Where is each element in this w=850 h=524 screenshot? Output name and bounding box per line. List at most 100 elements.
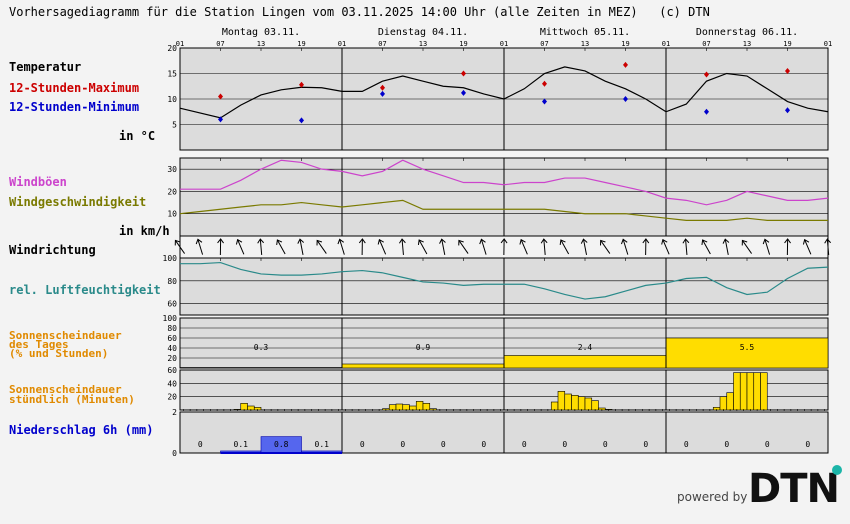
wind-arrow-shaft [520,239,528,255]
precip-tick-label: 0 [172,449,177,458]
sun-hourly-bar [564,393,572,411]
wind-arrow-shaft [685,238,688,256]
sun-daily-value: 2.4 [578,343,593,352]
wind-arrow [358,238,366,256]
hour-tick-label: 19 [297,40,305,48]
dtn-logo-dot [832,465,842,475]
wind-arrow-head [297,238,305,244]
wind-arrow-head [458,239,464,246]
wind-tick-label: 20 [167,187,177,196]
wind-arrow [559,239,570,255]
wind-arrow-shaft [724,239,729,255]
temp-unit-label: in °C [119,129,156,143]
min-label: 12-Stunden-Minimum [9,100,140,114]
temperature-tick-label: 20 [167,44,177,53]
wind-arrow [701,239,711,255]
wind-arrow-shaft [582,239,588,255]
sun-hourly-bar [571,395,579,411]
precip-tick-label: 2 [172,408,177,417]
temperature-label: Temperatur [9,60,82,74]
wind-arrow-head [519,238,526,245]
sun-hourly-bar [760,372,768,411]
day-label: Montag 03.11. [222,27,300,38]
wind-unit-label: in km/h [119,224,170,238]
precip-value: 0.1 [315,440,330,449]
wind-arrow [824,238,832,256]
sun-hourly-tick-label: 20 [167,393,177,402]
wind-arrow [784,238,791,256]
sun-hourly-label-1: Sonnenscheindauer [9,383,122,396]
sun-hourly-bar [584,397,593,411]
wind-arrow-head [741,239,748,246]
wind-arrow-shaft [378,239,387,255]
sun-daily-label-1: Sonnenscheindauer [9,329,122,342]
hour-tick-label: 13 [257,40,265,48]
sun-hourly-bar [726,392,734,411]
wind-arrow-shaft [560,239,570,255]
wind-arrow-head [358,238,366,244]
sun-hourly-bar [577,396,586,411]
wind-arrow-head [479,238,486,245]
sun-daily-tick-label: 40 [167,344,177,353]
precip-value: 0 [643,440,648,449]
wind-tick-label: 30 [167,165,177,174]
powered-by-text: powered by [677,490,748,504]
wind-arrow [297,238,305,255]
temperature-tick-label: 10 [167,95,177,104]
sun-daily-label-2: des Tages [9,338,69,351]
wind-arrow-head [701,239,708,246]
wind-arrow-shaft [543,238,546,256]
wind-arrow-head [762,238,770,245]
wind-tick-label: 10 [167,210,177,219]
precip-value: 0 [198,440,203,449]
wind-arrow [235,238,245,255]
sun-daily-tick-label: 100 [163,314,178,323]
wind-arrow-shaft [401,238,404,256]
humidity-tick-label: 60 [167,300,177,309]
sun-hourly-bar [733,372,741,411]
min-marker [461,89,466,96]
sun-hourly-bar [739,372,748,411]
wind-arrow-shaft [339,239,345,255]
precip-value: 0 [522,440,527,449]
precip-value: 0 [360,440,365,449]
humidity-tick-label: 100 [163,254,178,263]
max-marker [380,84,385,91]
wind-arrow-head [417,239,424,246]
wind-arrow-head [722,238,730,244]
wind-arrow [599,239,611,254]
wind-arrow-head [337,238,344,245]
wind-arrow [722,238,730,255]
wind-arrow-head [661,238,668,245]
hour-tick-label: 01 [338,40,346,48]
sun-daily-tick-label: 80 [167,324,177,333]
min-marker [299,117,304,124]
wind-arrow-head [580,238,588,244]
precip-value: 0 [724,440,729,449]
max-marker [785,67,790,74]
wind-arrow-head [682,238,690,244]
wind-arrow-head [377,238,384,245]
hour-tick-label: 07 [540,40,548,48]
precip-value: 0 [400,440,405,449]
wind-arrow-shaft [441,239,446,255]
max-marker [623,61,628,68]
wind-arrow-shaft [259,238,263,256]
hour-tick-label: 01 [662,40,670,48]
min-marker [785,107,790,114]
day-label: Dienstag 04.11. [378,27,468,38]
wind-arrow [316,239,327,254]
precip-value: 0 [805,440,810,449]
sun-daily-value: 0.9 [416,343,431,352]
max-marker [299,81,304,88]
precip-value: 0 [603,440,608,449]
wind-arrow-shaft [276,239,286,255]
min-marker [542,98,547,105]
max-marker [218,93,223,100]
wind-arrow-head [174,239,181,246]
wind-speed-line [179,199,828,221]
wind-arrow [519,238,528,255]
precip-label: Niederschlag 6h (mm) [9,423,154,437]
min-marker [704,108,709,115]
